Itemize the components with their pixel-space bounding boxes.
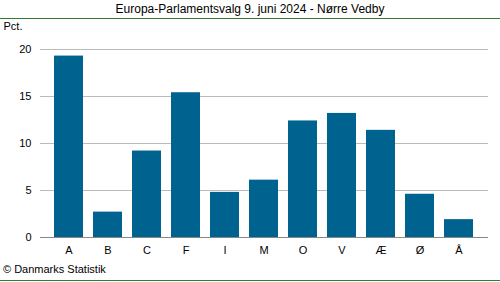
html-text:© Danmarks Statistik: © Danmarks Statistik	[3, 263, 106, 275]
svg-text:Pct.: Pct.	[4, 20, 23, 32]
svg-text:5: 5	[25, 184, 31, 196]
svg-text:V: V	[338, 244, 346, 256]
svg-text:15: 15	[19, 90, 31, 102]
html-text:Europa-Parlamentsvalg 9. juni: Europa-Parlamentsvalg 9. juni 2024 - Nør…	[115, 2, 385, 16]
svg-text:10: 10	[19, 137, 31, 149]
svg-text:M: M	[259, 244, 268, 256]
svg-text:A: A	[65, 244, 73, 256]
svg-text:B: B	[104, 244, 111, 256]
svg-text:C: C	[143, 244, 151, 256]
svg-text:I: I	[223, 244, 226, 256]
svg-text:Æ: Æ	[376, 244, 387, 256]
svg-text:0: 0	[25, 231, 31, 243]
svg-text:O: O	[299, 244, 308, 256]
svg-text:Ø: Ø	[416, 244, 425, 256]
svg-text:20: 20	[19, 43, 31, 55]
svg-text:F: F	[183, 244, 190, 256]
svg-text:Å: Å	[455, 244, 463, 256]
